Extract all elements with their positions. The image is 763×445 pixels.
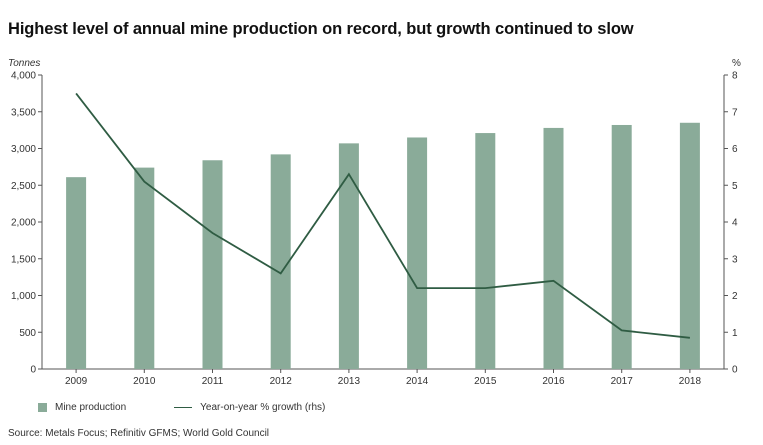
y-left-unit-label: Tonnes [8,58,40,69]
legend-line-swatch [174,407,193,408]
bar-mine-production [66,177,87,369]
bar-mine-production [270,154,291,369]
x-tick-label: 2011 [202,376,224,387]
chart-title: Highest level of annual mine production … [8,20,634,38]
y-left-tick-label: 3,500 [11,107,36,118]
legend-line-label: Year-on-year % growth (rhs) [200,402,326,413]
y-right-tick-label: 7 [732,107,738,118]
x-tick-label: 2018 [679,376,702,387]
bar-mine-production [134,167,155,369]
y-left-tick-label: 1,500 [11,254,36,265]
x-tick-label: 2017 [611,376,634,387]
x-tick-label: 2016 [542,376,565,387]
source-note: Source: Metals Focus; Refinitiv GFMS; Wo… [8,428,270,439]
y-left-tick-label: 2,500 [11,181,36,192]
line-yoy-growth [75,92,690,339]
y-left-tick-label: 4,000 [11,71,36,82]
x-tick-label: 2015 [474,376,497,387]
y-right-tick-label: 4 [732,218,738,229]
bar-mine-production [611,124,632,369]
y-right-tick-label: 1 [732,328,738,339]
y-left-tick-label: 2,000 [11,218,36,229]
y-right-unit-label: % [732,58,741,69]
legend-bar-swatch [38,403,47,412]
y-left-tick-label: 3,000 [11,144,36,155]
y-left-tick-label: 500 [19,328,36,339]
legend: Mine production Year-on-year % growth (r… [38,402,325,413]
bar-mine-production [543,127,564,369]
y-right-tick-label: 6 [732,144,738,155]
y-left-tick-label: 1,000 [11,291,36,302]
bar-mine-production [338,143,359,369]
bar-mine-production [407,137,428,369]
legend-bar-label: Mine production [55,402,127,413]
bar-mine-production [679,122,700,370]
y-right-tick-label: 3 [732,254,738,265]
x-tick-label: 2014 [406,376,429,387]
y-left-tick-label: 0 [30,365,36,376]
bar-mine-production [202,160,223,369]
y-right-tick-label: 2 [732,291,738,302]
y-right-tick-label: 5 [732,181,738,192]
x-tick-label: 2009 [65,376,88,387]
y-right-tick-label: 0 [732,365,738,376]
x-tick-label: 2012 [270,376,293,387]
y-right-tick-label: 8 [732,71,738,82]
bar-mine-production [475,133,496,369]
chart-canvas: 0 500 1,000 1,500 2,000 2,500 3,000 3,500 4,000 0… [8,58,741,387]
x-tick-label: 2013 [338,376,361,387]
x-tick-label: 2010 [133,376,156,387]
